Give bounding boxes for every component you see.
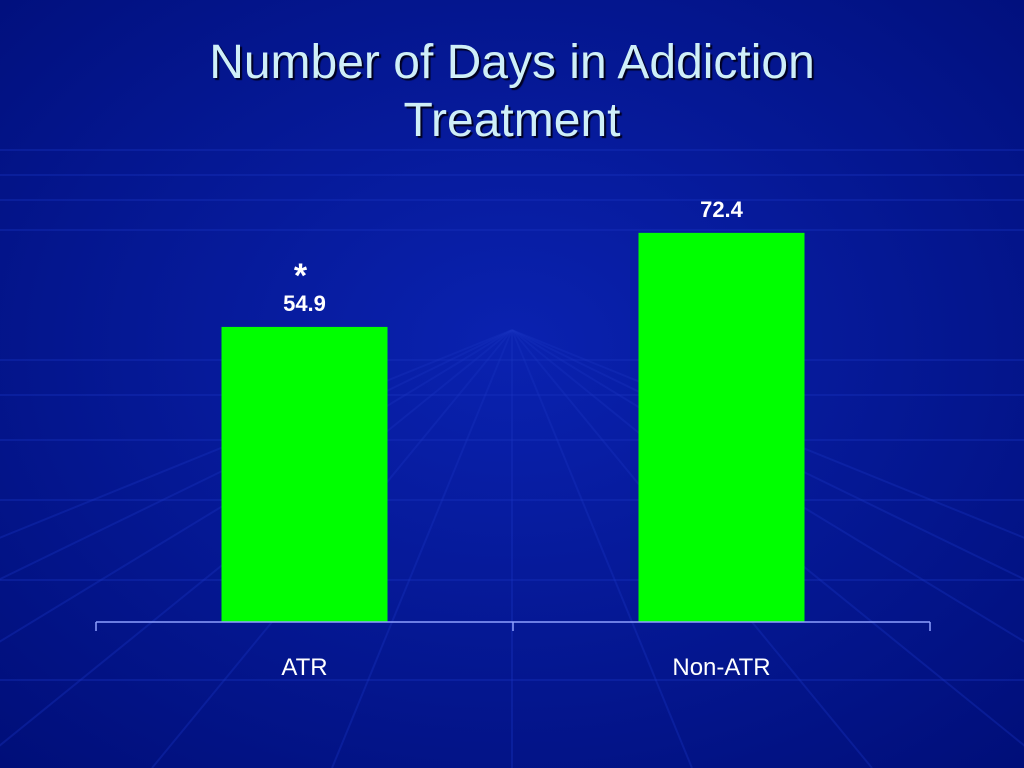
title-line-2: Treatment bbox=[403, 94, 621, 147]
significance-marker: * bbox=[294, 257, 308, 295]
bar-non-atr bbox=[638, 232, 805, 622]
bar-atr bbox=[221, 326, 388, 622]
data-label: 54.9 bbox=[283, 291, 326, 316]
x-tick-label: ATR bbox=[281, 654, 327, 681]
title-line-1: Number of Days in Addiction bbox=[209, 36, 815, 89]
data-label: 72.4 bbox=[700, 197, 744, 222]
x-tick-label: Non-ATR bbox=[672, 654, 770, 681]
page-title: Number of Days in Addiction Treatment bbox=[0, 34, 1024, 150]
